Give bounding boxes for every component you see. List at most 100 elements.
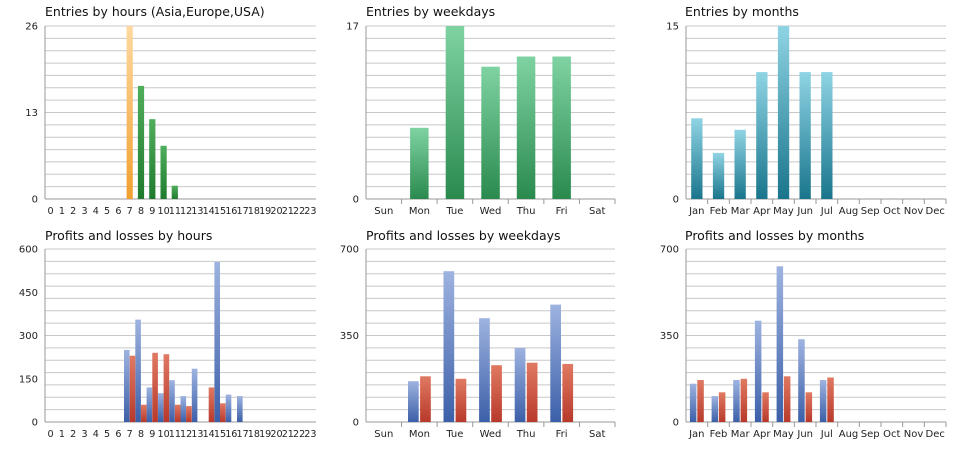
chart-canvas: 0 17 Sun Mon Tue Wed Thu Fri Sat bbox=[346, 22, 616, 217]
x-tick-label: 22 bbox=[293, 206, 305, 217]
x-tick-label: 23 bbox=[304, 206, 316, 217]
bar bbox=[146, 387, 153, 422]
bar bbox=[762, 392, 769, 422]
bar bbox=[137, 85, 145, 199]
y-tick-label: 700 bbox=[340, 245, 359, 256]
chart-title: Entries by weekdays bbox=[366, 4, 496, 19]
chart-profits-losses-by-weekdays: Profits and losses by weekdays 0 350 700 Su… bbox=[320, 223, 640, 446]
bar bbox=[408, 381, 419, 422]
x-tick-label: 14 bbox=[203, 429, 215, 440]
x-tick-label: 13 bbox=[191, 429, 203, 440]
bar bbox=[479, 318, 490, 422]
x-tick-label: Dec bbox=[926, 429, 945, 440]
x-tick-label: Jul bbox=[820, 429, 833, 440]
bar bbox=[526, 362, 538, 422]
x-tick-label: Oct bbox=[883, 429, 900, 440]
bar bbox=[455, 378, 467, 423]
y-tick-label: 450 bbox=[19, 288, 38, 299]
x-tick-label: 8 bbox=[138, 206, 144, 217]
x-tick-label: 9 bbox=[149, 206, 155, 217]
x-tick-label: 1 bbox=[59, 206, 65, 217]
x-tick-label: 12 bbox=[180, 429, 192, 440]
y-tick-label: 150 bbox=[19, 374, 38, 385]
x-tick-label: 12 bbox=[180, 206, 192, 217]
x-tick-label: Tue bbox=[445, 206, 463, 217]
bar bbox=[718, 392, 726, 422]
bar bbox=[491, 365, 502, 422]
chart-title: Profits and losses by hours bbox=[45, 228, 213, 243]
x-tick-label: Jul bbox=[820, 206, 833, 217]
bar bbox=[783, 376, 791, 422]
bar bbox=[152, 352, 158, 422]
x-tick-label: 11 bbox=[169, 206, 181, 217]
bar bbox=[821, 72, 833, 199]
x-tick-label: 19 bbox=[259, 429, 271, 440]
x-tick-label: Feb bbox=[710, 429, 728, 440]
x-tick-label: 11 bbox=[169, 429, 181, 440]
bar bbox=[756, 72, 768, 199]
bars bbox=[691, 26, 833, 199]
x-tick-label: 7 bbox=[127, 429, 133, 440]
bar bbox=[214, 262, 220, 422]
bar bbox=[169, 380, 175, 422]
x-tick-label: 13 bbox=[191, 206, 203, 217]
bars bbox=[408, 271, 574, 423]
x-tick-label: Apr bbox=[753, 206, 771, 217]
x-tick-label: Wed bbox=[480, 206, 502, 217]
bar bbox=[237, 396, 243, 422]
x-tick-label: 18 bbox=[248, 206, 260, 217]
x-tick-label: Jun bbox=[796, 206, 813, 217]
x-tick-label: Sat bbox=[589, 429, 605, 440]
x-tick-label: Jan bbox=[688, 429, 704, 440]
y-tick-label: 700 bbox=[660, 245, 679, 256]
chart-canvas: 0 350 700 Sun Mon Tue Wed Thu Fri Sat bbox=[340, 245, 616, 440]
x-tick-label: 15 bbox=[214, 429, 226, 440]
x-tick-label: Mar bbox=[731, 429, 751, 440]
x-tick-label: Wed bbox=[480, 429, 502, 440]
bar bbox=[712, 152, 725, 199]
bar bbox=[552, 56, 571, 199]
bar bbox=[149, 119, 156, 199]
x-tick-label: 22 bbox=[293, 429, 305, 440]
x-tick-label: 4 bbox=[93, 206, 99, 217]
bar bbox=[481, 66, 500, 199]
y-tick-label: 350 bbox=[660, 331, 679, 342]
x-tick-label: Fri bbox=[556, 429, 568, 440]
y-tick-label: 0 bbox=[32, 195, 38, 206]
x-tick-label: 15 bbox=[214, 206, 226, 217]
x-tick-label: 20 bbox=[270, 206, 282, 217]
gridlines bbox=[686, 25, 946, 200]
bar bbox=[174, 404, 181, 422]
x-tick-label: Aug bbox=[839, 429, 859, 440]
gridlines bbox=[45, 25, 316, 200]
bar bbox=[734, 129, 746, 199]
bar bbox=[827, 377, 834, 422]
chart-title: Profits and losses by months bbox=[685, 228, 865, 243]
x-tick-label: Mon bbox=[409, 429, 430, 440]
x-tick-label: 1 bbox=[59, 429, 65, 440]
bar bbox=[550, 304, 561, 422]
x-tick-label: 5 bbox=[104, 206, 110, 217]
x-tick-label: 16 bbox=[225, 429, 237, 440]
x-tick-label: 14 bbox=[203, 206, 215, 217]
bars bbox=[689, 266, 834, 423]
bar bbox=[443, 271, 455, 422]
gridlines bbox=[366, 248, 615, 423]
bar bbox=[516, 56, 536, 199]
x-tick-label: Nov bbox=[904, 206, 924, 217]
x-tick-label: Nov bbox=[904, 429, 924, 440]
x-tick-label: Thu bbox=[516, 429, 536, 440]
x-tick-label: 6 bbox=[115, 206, 121, 217]
chart-profits-losses-by-months: Profits and losses by months 0 350 700 Jan F… bbox=[640, 223, 960, 446]
y-tick-label: 350 bbox=[340, 331, 359, 342]
chart-entries-by-weekdays: Entries by weekdays 0 17 Sun Mon Tue Wed Thu Fr… bbox=[320, 0, 640, 223]
x-tick-label: 16 bbox=[225, 206, 237, 217]
bar bbox=[514, 347, 526, 422]
bar bbox=[420, 376, 431, 422]
x-tick-label: Aug bbox=[839, 206, 859, 217]
bar bbox=[697, 380, 704, 422]
bar bbox=[691, 118, 703, 199]
bar bbox=[733, 380, 740, 422]
bar bbox=[819, 380, 827, 422]
